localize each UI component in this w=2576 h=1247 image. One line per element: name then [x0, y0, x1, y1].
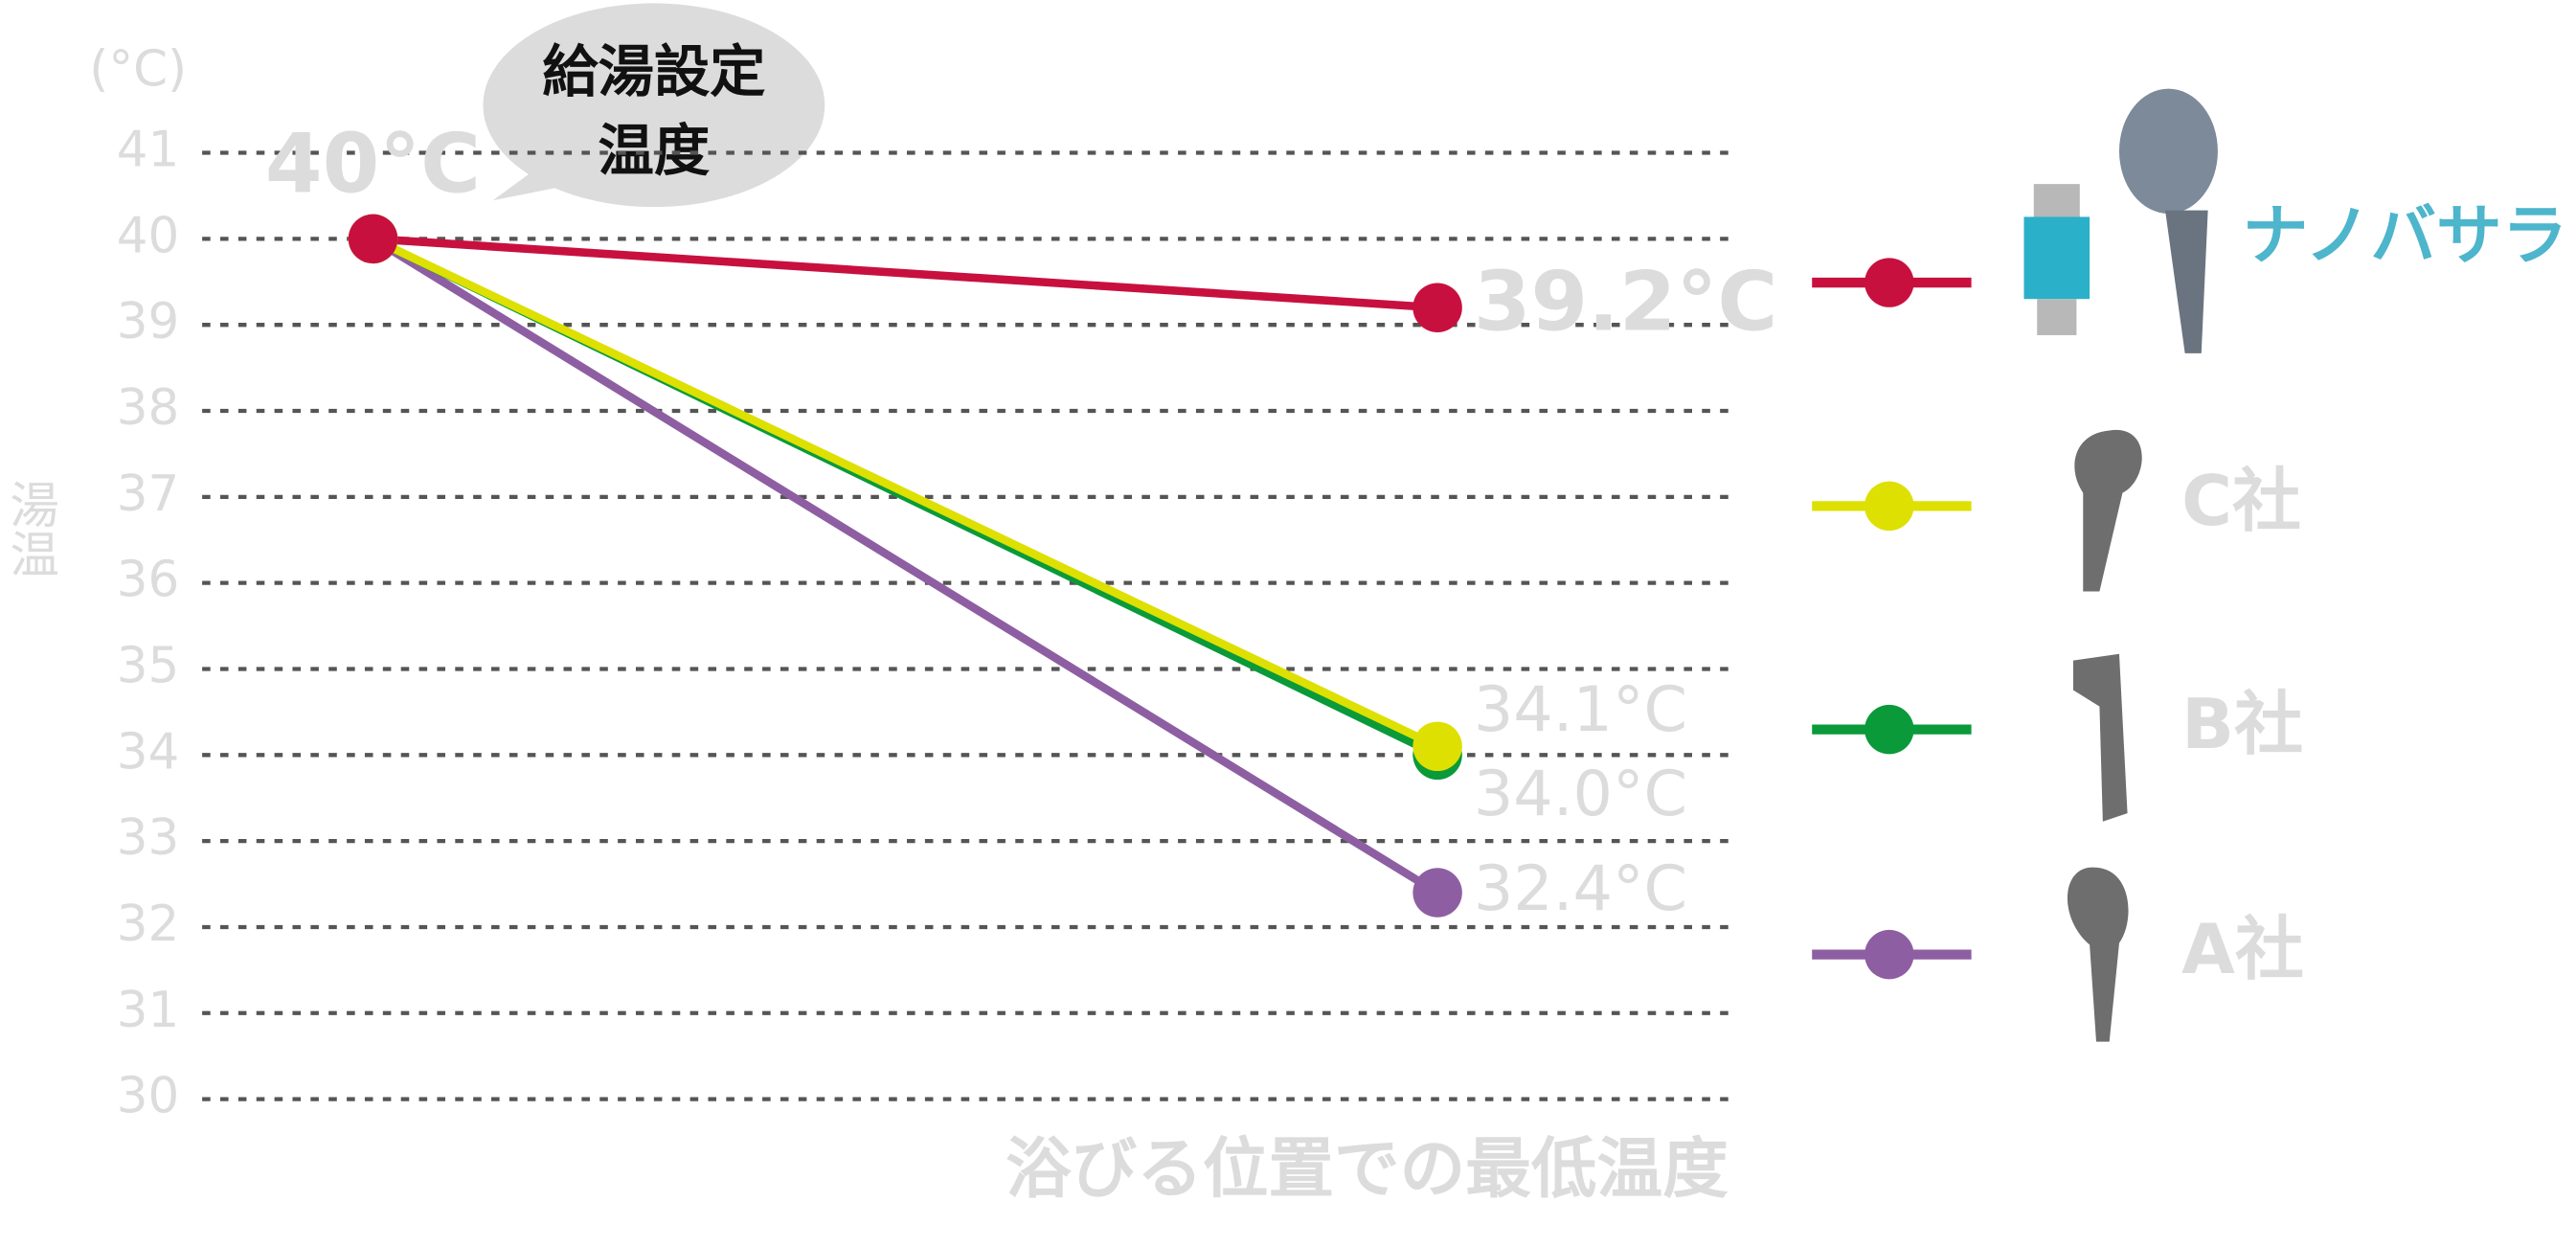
legend-marker [1864, 704, 1914, 755]
adapter-icon [2023, 216, 2090, 300]
legend-marker [1864, 481, 1914, 532]
adapter-icon [2033, 184, 2080, 220]
y-tick-label: 39 [117, 293, 179, 351]
y-tick-label: 30 [117, 1068, 179, 1125]
y-tick-label: 40 [117, 207, 179, 264]
value-label: 34.0°C [1474, 758, 1687, 830]
annotation: 温度 [599, 118, 711, 183]
series-line [373, 235, 1438, 312]
data-point [1412, 283, 1462, 332]
y-tick-label: 32 [117, 896, 179, 953]
callout: 給湯設定 温度 [483, 3, 825, 208]
y-tick-label: 34 [117, 723, 179, 781]
callout-tail [492, 164, 576, 201]
shower-icon [2165, 210, 2208, 353]
adapter-icon [2037, 299, 2077, 335]
legend-icons [2023, 88, 2218, 1042]
y-tick-label: 41 [117, 122, 179, 179]
series-line [371, 235, 1439, 751]
x-axis-label: 浴びる位置での最低温度 [1006, 1131, 1729, 1208]
shower-icon [2119, 88, 2218, 215]
y-tick-label: 33 [117, 809, 179, 867]
value-label: 34.1°C [1474, 673, 1687, 746]
shower-icon [2067, 867, 2129, 1042]
legend-label: ナノバサラ [2243, 197, 2568, 274]
annotation: 給湯設定 [542, 39, 765, 104]
legend-label: A社 [2181, 909, 2304, 989]
y-tick-label: 38 [117, 379, 179, 437]
series-line [371, 235, 1440, 896]
shower-icon [2074, 429, 2142, 592]
data-point [348, 214, 398, 264]
legend-marker [1864, 929, 1914, 980]
y-tick-label: 35 [117, 637, 179, 694]
value-label: 32.4°C [1474, 852, 1687, 925]
value-label: 39.2°C [1474, 255, 1777, 351]
y-unit: (°C) [89, 40, 187, 98]
y-tick-label: 36 [117, 552, 179, 609]
y-tick-label: 31 [117, 982, 179, 1039]
data-point [1412, 721, 1462, 772]
legend-marker [1864, 258, 1914, 307]
y-tick-label: 37 [117, 465, 179, 523]
shower-icon [2072, 653, 2128, 822]
legend-label: C社 [2181, 461, 2301, 541]
data-point [1412, 868, 1462, 918]
value-label: 40°C [265, 117, 481, 213]
callout-bubble [483, 3, 825, 208]
legend-label: B社 [2181, 684, 2303, 764]
y-axis-label: 湯温 [1, 480, 58, 578]
